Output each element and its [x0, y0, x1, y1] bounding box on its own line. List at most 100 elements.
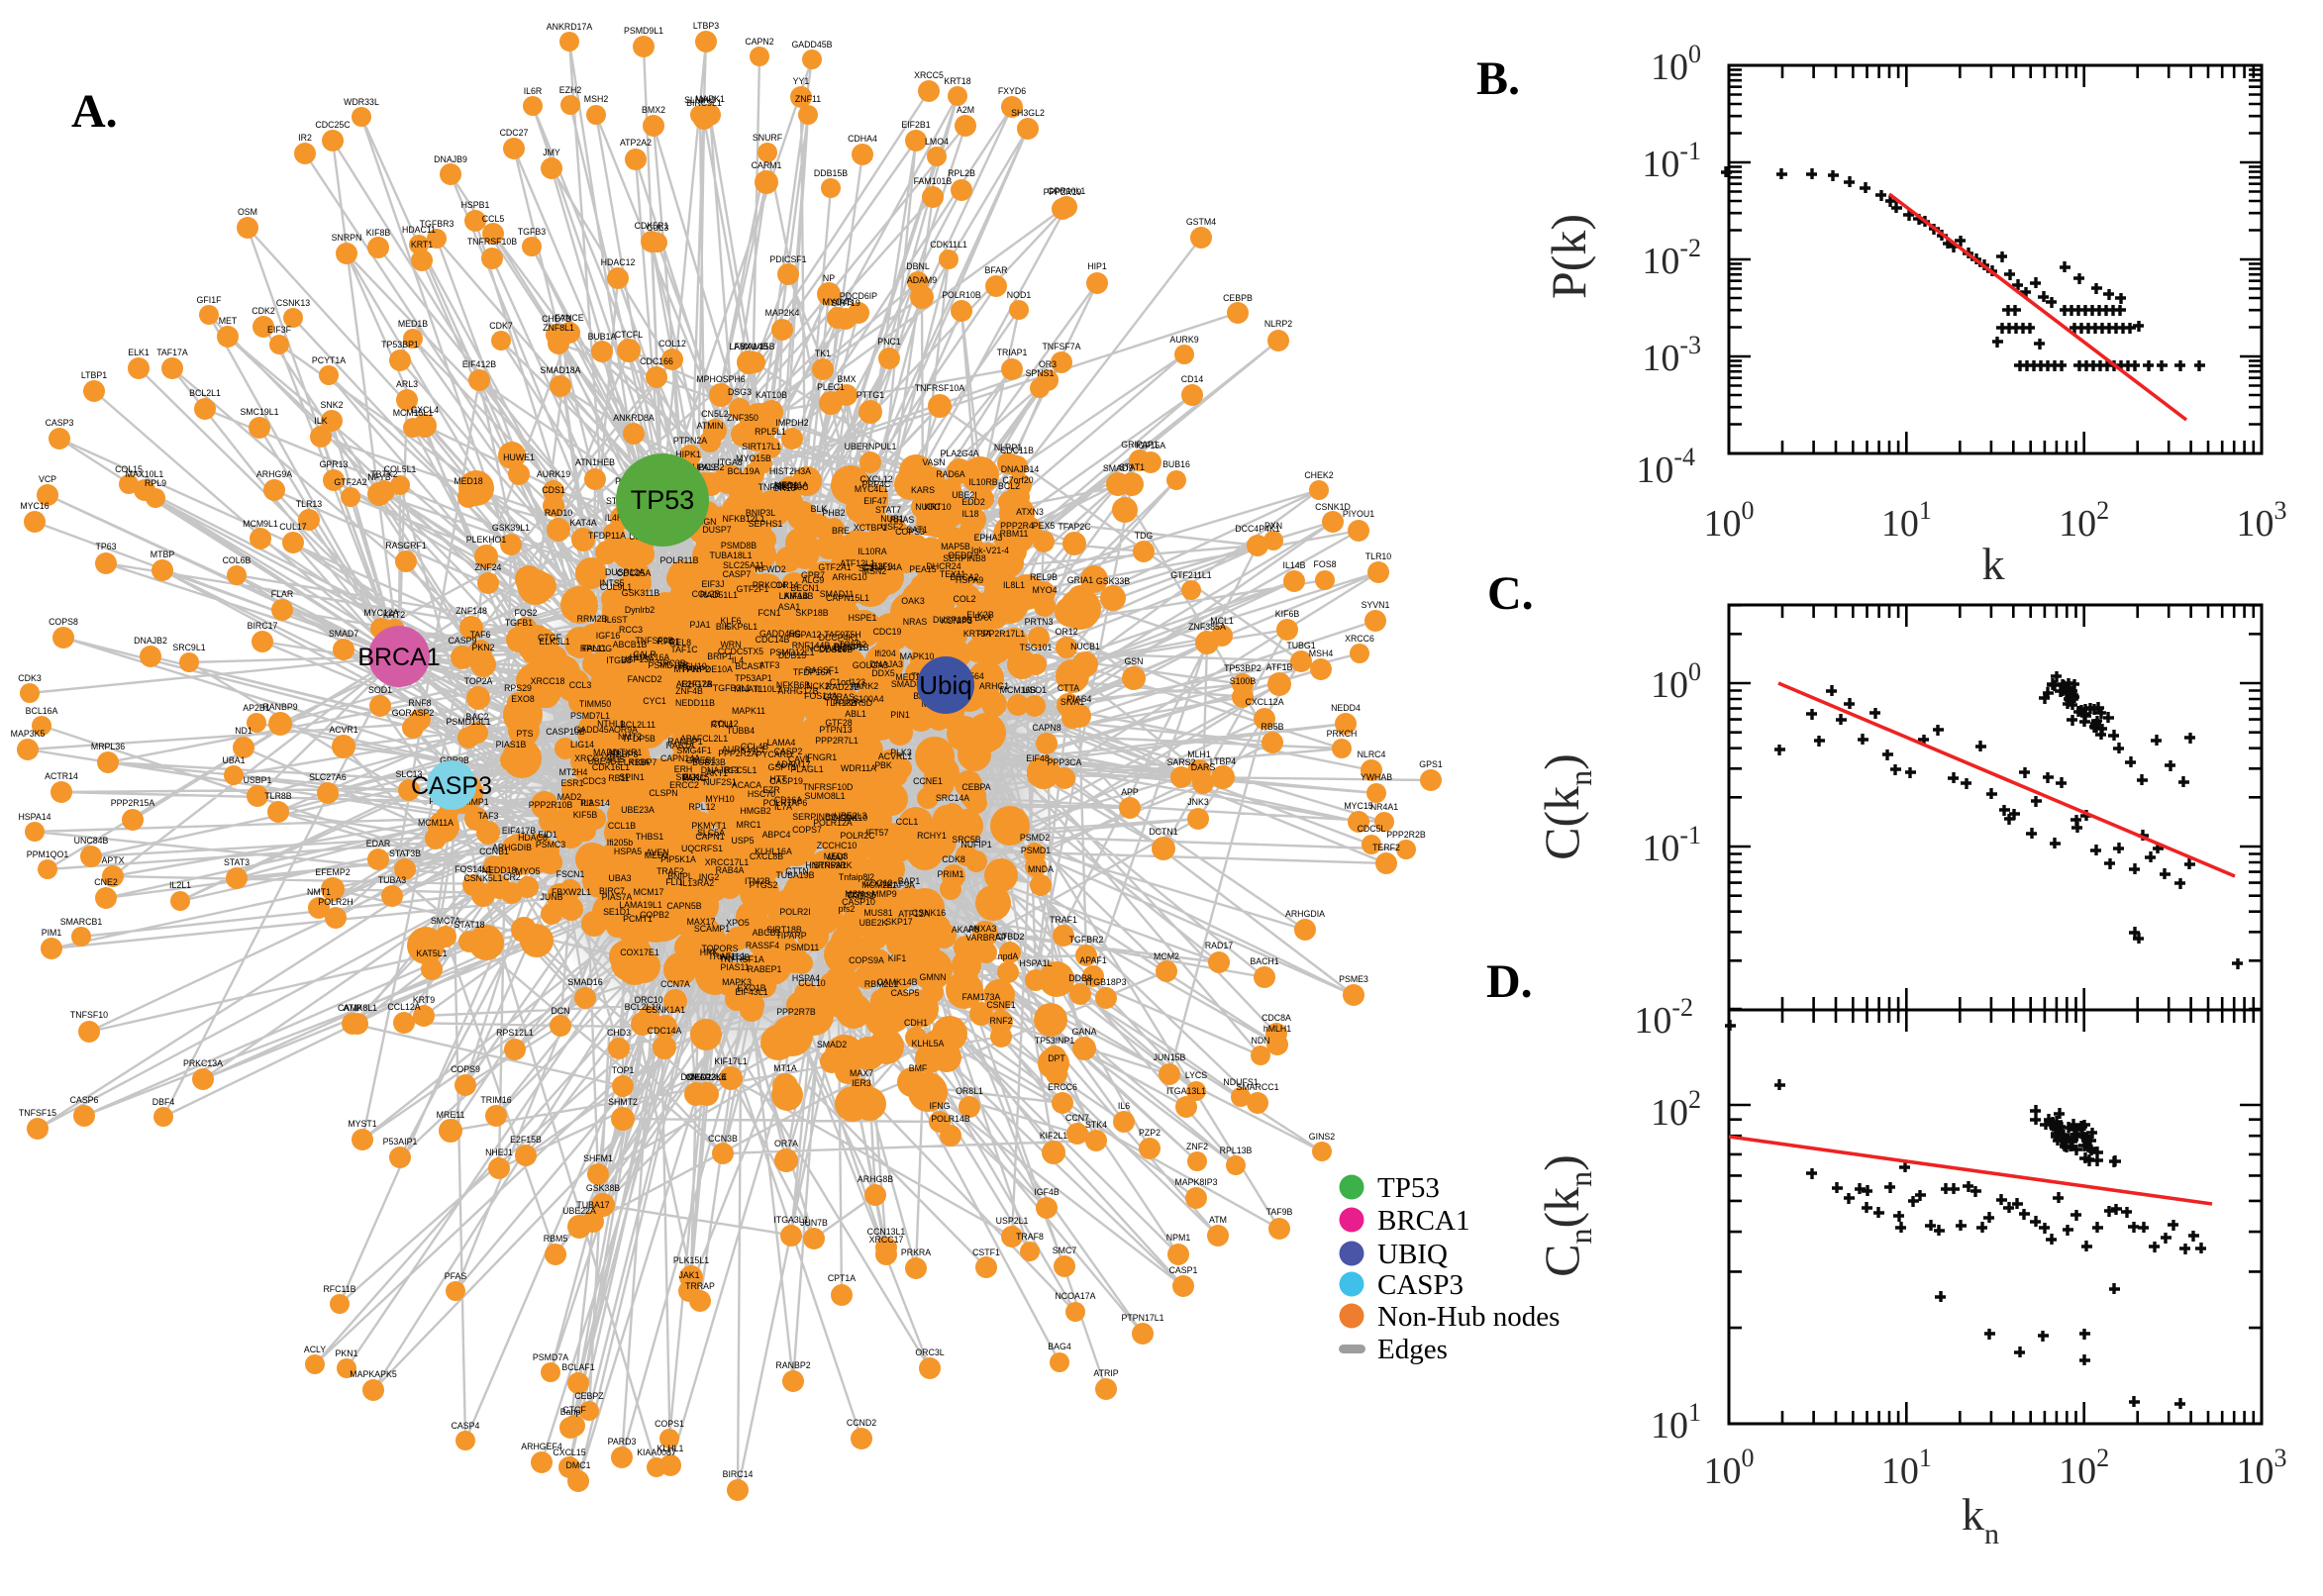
svg-text:Ubiq: Ubiq	[919, 670, 971, 700]
svg-text:MUS81: MUS81	[863, 908, 892, 918]
svg-text:FOS14L1: FOS14L1	[454, 864, 492, 874]
svg-text:GRIPAP1: GRIPAP1	[1121, 440, 1159, 449]
svg-text:HSPB1: HSPB1	[461, 200, 490, 210]
svg-text:HSPA12: HSPA12	[788, 630, 821, 640]
svg-text:EDD2: EDD2	[961, 497, 985, 507]
svg-text:GSN: GSN	[1124, 656, 1143, 666]
svg-text:CAPN1: CAPN1	[695, 832, 724, 842]
svg-text:IL2: IL2	[581, 798, 593, 808]
svg-text:BNIPL: BNIPL	[667, 871, 693, 881]
svg-text:ILK: ILK	[314, 416, 327, 426]
svg-text:Ifi205b: Ifi205b	[607, 838, 634, 848]
svg-text:TLR8B: TLR8B	[264, 791, 292, 801]
svg-text:EID1: EID1	[538, 830, 557, 840]
svg-text:MED11A: MED11A	[774, 480, 809, 490]
svg-text:HSPA4: HSPA4	[792, 973, 820, 983]
svg-text:RFC1: RFC1	[657, 637, 680, 647]
svg-text:STAT3: STAT3	[224, 857, 250, 867]
svg-text:FOS8: FOS8	[1314, 559, 1337, 569]
svg-text:GRIA1: GRIA1	[1067, 575, 1094, 585]
svg-text:SERPINB8: SERPINB8	[943, 553, 986, 563]
svg-text:CDC5L: CDC5L	[1358, 824, 1386, 834]
svg-text:CASP4: CASP4	[452, 1421, 480, 1431]
svg-text:NOD1: NOD1	[1007, 290, 1032, 300]
svg-text:BCLAF1: BCLAF1	[561, 1362, 594, 1372]
svg-text:GSK38B: GSK38B	[586, 1183, 620, 1193]
svg-text:CDC14A: CDC14A	[648, 1026, 682, 1036]
svg-text:IL10RB: IL10RB	[968, 477, 997, 487]
svg-text:SERPINB9: SERPINB9	[792, 812, 836, 822]
svg-text:BCL19A: BCL19A	[728, 466, 760, 476]
svg-text:PJA1: PJA1	[689, 620, 710, 630]
svg-text:YY1: YY1	[793, 76, 810, 86]
svg-text:BAG4: BAG4	[1048, 1342, 1071, 1351]
svg-text:CEBPZ: CEBPZ	[574, 1391, 604, 1401]
svg-text:APP: APP	[1121, 787, 1139, 797]
svg-text:TNFRSF10C: TNFRSF10C	[758, 482, 809, 492]
svg-text:TUBA18L1: TUBA18L1	[709, 550, 752, 560]
svg-text:CASP6: CASP6	[70, 1095, 99, 1105]
svg-text:TFDP5B: TFDP5B	[622, 734, 656, 744]
svg-text:VCP: VCP	[39, 474, 56, 484]
svg-text:CASP19: CASP19	[769, 776, 803, 786]
svg-text:ATF12A: ATF12A	[898, 909, 930, 919]
svg-text:TGFB3L1: TGFB3L1	[713, 683, 751, 693]
svg-text:CCND2: CCND2	[847, 1418, 876, 1428]
svg-text:CSNK16: CSNK16	[912, 908, 946, 918]
svg-text:BCL2: BCL2	[998, 481, 1020, 491]
svg-text:IL4: IL4	[732, 655, 744, 665]
svg-text:ERH: ERH	[674, 764, 693, 774]
svg-text:CSTF1: CSTF1	[972, 1247, 1000, 1257]
svg-text:RBBP8: RBBP8	[610, 749, 639, 759]
svg-text:ATF1B: ATF1B	[1266, 662, 1293, 672]
svg-text:PIN1: PIN1	[890, 710, 910, 720]
svg-text:RASSF4: RASSF4	[746, 941, 779, 950]
svg-text:KIF8B: KIF8B	[366, 228, 391, 238]
svg-text:TRIM16: TRIM16	[480, 1095, 511, 1105]
svg-text:WRN: WRN	[720, 640, 741, 649]
svg-text:DUSP2B: DUSP2B	[834, 643, 868, 652]
svg-text:ZNF4B: ZNF4B	[675, 686, 703, 696]
svg-text:MSN: MSN	[845, 889, 864, 899]
svg-text:TNFSF10: TNFSF10	[70, 1010, 108, 1020]
svg-text:TP53BP2: TP53BP2	[1224, 663, 1262, 673]
svg-text:UBC9: UBC9	[692, 462, 716, 472]
svg-text:PSMD7L1: PSMD7L1	[570, 711, 610, 721]
svg-text:DDX5: DDX5	[871, 668, 895, 678]
svg-text:TGFBR2: TGFBR2	[1069, 935, 1104, 945]
svg-text:CR2: CR2	[503, 872, 521, 882]
svg-text:CEBPA: CEBPA	[961, 782, 990, 792]
svg-text:KARS: KARS	[911, 485, 935, 495]
svg-text:COPS9A: COPS9A	[849, 955, 884, 965]
svg-text:LAMA19L1: LAMA19L1	[619, 900, 662, 910]
svg-text:ITGB8: ITGB8	[606, 655, 632, 665]
svg-text:MED1B: MED1B	[398, 319, 428, 329]
svg-text:MCM16B: MCM16B	[1000, 685, 1037, 695]
svg-text:PSMD1: PSMD1	[1021, 846, 1051, 855]
svg-text:MYC16: MYC16	[20, 501, 49, 511]
svg-text:BMF: BMF	[909, 1063, 928, 1073]
svg-text:PTTG1: PTTG1	[857, 390, 884, 400]
svg-text:MAF: MAF	[828, 852, 847, 862]
svg-text:PRKCH: PRKCH	[1327, 729, 1358, 739]
svg-text:TUBG1: TUBG1	[1286, 641, 1315, 650]
svg-text:KCNIP3: KCNIP3	[941, 616, 972, 626]
svg-text:CCL12: CCL12	[711, 719, 738, 729]
svg-text:COL6B: COL6B	[223, 555, 252, 565]
svg-text:SLC13: SLC13	[396, 769, 423, 779]
svg-text:GFI1F: GFI1F	[197, 295, 223, 305]
svg-text:DHCR24: DHCR24	[926, 561, 960, 571]
svg-text:XRCC7A: XRCC7A	[574, 753, 610, 763]
svg-text:TP53: TP53	[1377, 1172, 1440, 1204]
svg-text:RCHY1: RCHY1	[917, 831, 947, 841]
svg-text:GSPT1: GSPT1	[768, 762, 797, 772]
svg-text:PPP2R17L1: PPP2R17L1	[977, 629, 1026, 639]
svg-text:PTPN13: PTPN13	[819, 725, 852, 735]
svg-text:MRE11: MRE11	[437, 1110, 465, 1120]
svg-text:PSMC3: PSMC3	[536, 840, 565, 849]
svg-text:ATXN3: ATXN3	[1016, 507, 1044, 517]
svg-text:ANKRD8A: ANKRD8A	[613, 413, 655, 423]
svg-text:MAP2K4: MAP2K4	[765, 308, 800, 318]
svg-text:ATMIN: ATMIN	[697, 421, 724, 431]
svg-text:HIPK1: HIPK1	[675, 449, 701, 459]
